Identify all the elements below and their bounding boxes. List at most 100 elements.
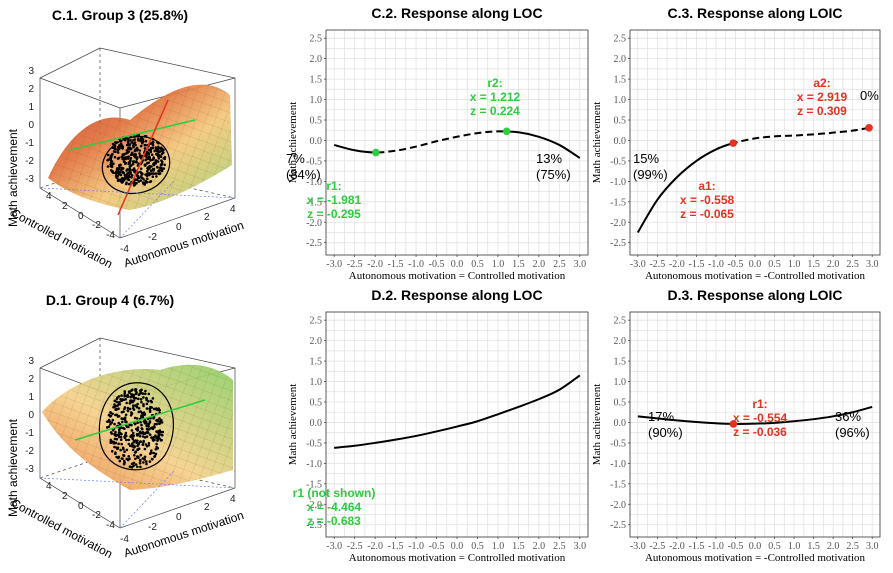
data-point bbox=[111, 429, 115, 432]
x-tick-label: -1.5 bbox=[688, 541, 704, 552]
x-axis-label: Autonomous motivation = -Controlled moti… bbox=[645, 552, 866, 564]
y-tick-label: -1.0 bbox=[610, 459, 626, 470]
data-point bbox=[116, 396, 119, 399]
data-point bbox=[139, 139, 142, 142]
data-point bbox=[105, 426, 109, 429]
data-point bbox=[123, 152, 126, 156]
data-point bbox=[134, 457, 137, 461]
data-point bbox=[134, 450, 138, 454]
response-curve bbox=[334, 374, 581, 449]
svg-text:-2: -2 bbox=[148, 522, 157, 533]
data-point bbox=[125, 448, 129, 452]
x-tick-label: -3.0 bbox=[630, 541, 646, 552]
y-tick-label: 2.0 bbox=[614, 336, 627, 347]
data-point bbox=[125, 175, 129, 178]
x-tick-label: 2.0 bbox=[827, 541, 840, 552]
data-point bbox=[118, 163, 121, 167]
stationary-point bbox=[372, 148, 380, 157]
data-point bbox=[125, 173, 129, 176]
data-point bbox=[120, 168, 123, 172]
data-point bbox=[131, 388, 134, 392]
data-point bbox=[123, 391, 127, 395]
annotation: a2: x = 2.919 z = 0.309 bbox=[797, 76, 848, 118]
data-point bbox=[144, 139, 148, 143]
data-point bbox=[157, 434, 161, 438]
data-point bbox=[152, 425, 156, 428]
annotation: r1: x = -1.981 z = -0.295 bbox=[307, 179, 362, 221]
svg-text:-2: -2 bbox=[25, 156, 34, 167]
x-tick-label: -1.0 bbox=[708, 259, 724, 270]
svg-text:4: 4 bbox=[46, 191, 52, 202]
data-point bbox=[145, 462, 148, 466]
data-point bbox=[125, 425, 129, 429]
data-point bbox=[120, 177, 124, 181]
svg-text:-3: -3 bbox=[25, 174, 34, 185]
data-point bbox=[148, 427, 151, 431]
data-point bbox=[156, 166, 159, 169]
loc-line bbox=[74, 399, 206, 441]
surface-mesh bbox=[48, 84, 232, 210]
data-point bbox=[137, 162, 140, 165]
data-point bbox=[116, 415, 120, 418]
data-point bbox=[136, 433, 139, 437]
data-point bbox=[117, 146, 120, 149]
data-point bbox=[129, 139, 132, 142]
data-point bbox=[147, 392, 151, 396]
data-point bbox=[162, 167, 166, 170]
svg-text:0: 0 bbox=[176, 512, 182, 523]
y-tick-label: -1.5 bbox=[306, 197, 322, 208]
svg-text:2: 2 bbox=[28, 374, 34, 385]
data-point bbox=[142, 182, 145, 185]
annotation: a1: x = -0.558 z = -0.065 bbox=[680, 179, 735, 221]
data-point bbox=[143, 163, 147, 166]
y-tick-label: 1.5 bbox=[310, 75, 323, 86]
data-point bbox=[136, 448, 139, 451]
y-axis-label: Math achievement bbox=[591, 102, 603, 184]
data-point bbox=[111, 418, 115, 422]
svg-text:4: 4 bbox=[230, 494, 236, 505]
data-point bbox=[124, 162, 127, 166]
data-point bbox=[128, 172, 132, 175]
data-ellipse bbox=[98, 382, 174, 471]
panel-d2-line: D.2. Response along LOC 2.5 2.0 1.5 1.0 0.5 0.… bbox=[287, 287, 589, 564]
data-point bbox=[139, 167, 143, 171]
y-tick-label: 1.5 bbox=[614, 75, 627, 86]
data-point bbox=[116, 174, 119, 178]
annotation: 13% (75%) bbox=[536, 151, 571, 182]
data-point bbox=[150, 153, 154, 156]
data-point bbox=[138, 176, 141, 180]
data-point bbox=[148, 420, 152, 423]
svg-text:-4: -4 bbox=[106, 230, 115, 241]
y-tick-label: 2.0 bbox=[614, 54, 627, 65]
data-point bbox=[122, 398, 126, 402]
data-point bbox=[158, 437, 161, 440]
data-point bbox=[151, 175, 155, 178]
x-tick-label: 1.0 bbox=[492, 541, 505, 552]
data-point bbox=[141, 392, 145, 395]
y-tick-label: -2.0 bbox=[610, 500, 626, 511]
data-point bbox=[110, 163, 114, 166]
data-point bbox=[114, 430, 117, 434]
y-tick-label: -2.0 bbox=[610, 218, 626, 229]
annotation: r1: x = -0.554 z = -0.036 bbox=[733, 397, 788, 439]
y-tick-label: -1.5 bbox=[306, 479, 322, 490]
data-point bbox=[123, 176, 127, 180]
data-point bbox=[123, 157, 127, 161]
y-tick-label: -1.0 bbox=[610, 177, 626, 188]
data-point bbox=[153, 149, 156, 153]
data-point bbox=[155, 442, 158, 446]
data-point bbox=[145, 156, 148, 159]
data-point bbox=[134, 392, 138, 396]
data-point bbox=[136, 429, 139, 432]
data-point bbox=[139, 420, 142, 424]
stationary-point bbox=[502, 127, 511, 136]
data-point bbox=[114, 451, 117, 455]
y-tick-label: -2.5 bbox=[306, 520, 322, 531]
data-point bbox=[119, 397, 122, 401]
x-tick-label: 0.0 bbox=[451, 259, 464, 270]
data-point bbox=[143, 455, 147, 459]
y-tick-label: 1.0 bbox=[614, 377, 627, 388]
svg-text:2: 2 bbox=[62, 491, 68, 502]
data-point bbox=[129, 157, 133, 160]
data-point bbox=[107, 418, 111, 422]
